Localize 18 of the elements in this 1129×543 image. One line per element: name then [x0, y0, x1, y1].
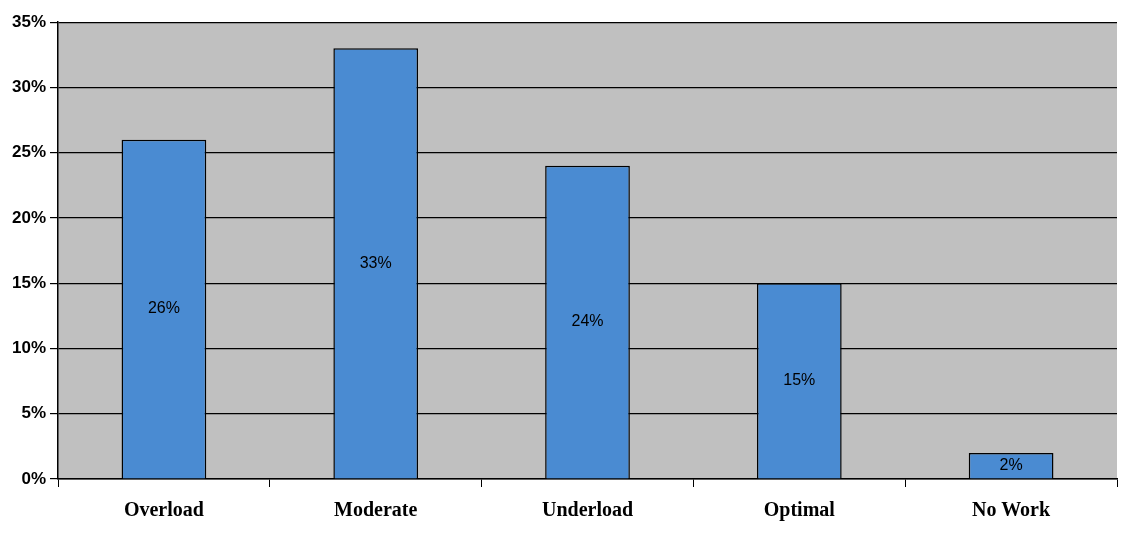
y-tick-label: 15% — [11, 272, 47, 292]
x-tick-label: Moderate — [334, 498, 418, 521]
y-tick-label: 30% — [11, 77, 47, 97]
x-tick-label: Optimal — [763, 498, 836, 522]
y-tick-label: 0% — [21, 468, 47, 488]
data-label: 26% — [147, 299, 180, 317]
y-tick-label: 25% — [11, 142, 47, 162]
data-label: 24% — [571, 312, 604, 330]
x-tick-label: No Work — [972, 498, 1051, 521]
data-label: 2% — [999, 456, 1023, 474]
y-tick-label: 10% — [11, 338, 47, 358]
data-label: 33% — [359, 253, 392, 271]
y-tick-label: 20% — [11, 207, 47, 227]
x-tick-label: Overload — [123, 498, 204, 521]
x-tick-label: Underload — [541, 498, 634, 521]
y-tick-label: 35% — [11, 11, 47, 31]
data-label: 15% — [783, 371, 816, 389]
y-tick-label: 5% — [21, 403, 47, 423]
